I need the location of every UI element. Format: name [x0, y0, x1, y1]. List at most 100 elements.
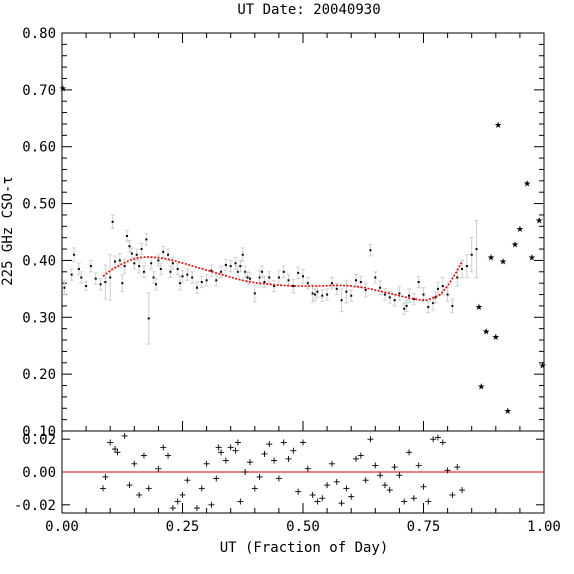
- data-point: [355, 279, 358, 282]
- residual-point: [285, 455, 292, 462]
- residual-point: [131, 460, 138, 467]
- data-point: [229, 265, 232, 268]
- data-point: [186, 273, 189, 276]
- data-point: [350, 294, 353, 297]
- residual-point: [234, 439, 241, 446]
- data-point: [422, 293, 425, 296]
- data-point: [89, 265, 92, 268]
- data-point: [321, 294, 324, 297]
- data-point: [135, 253, 138, 256]
- data-point: [191, 276, 194, 279]
- residual-point: [215, 444, 222, 451]
- chart-title: UT Date: 20040930: [237, 2, 380, 18]
- outlier-point: ★: [475, 303, 483, 313]
- residual-point: [174, 498, 181, 505]
- y-tick-label: 0.20: [22, 367, 56, 383]
- data-point: [246, 276, 249, 279]
- data-point: [383, 293, 386, 296]
- data-point: [239, 265, 242, 268]
- data-point: [123, 265, 126, 268]
- y-tick-label: 0.30: [22, 310, 56, 326]
- residual-point: [434, 434, 441, 441]
- x-axis-label: UT (Fraction of Day): [220, 540, 389, 556]
- data-point: [379, 286, 382, 289]
- data-point: [417, 281, 420, 284]
- residual-point: [454, 464, 461, 471]
- residual-panel: 0.00 0.25 0.50 0.75 1.00 -0.02 0.00 0.02: [14, 430, 561, 535]
- data-point: [405, 304, 408, 307]
- data-point: [70, 273, 73, 276]
- data-point: [63, 286, 66, 289]
- residual-point: [145, 485, 152, 492]
- residual-point: [314, 498, 321, 505]
- residual-point: [343, 485, 350, 492]
- outlier-point: ★: [511, 241, 519, 251]
- data-point: [140, 248, 143, 251]
- data-point: [330, 282, 333, 285]
- data-point: [111, 220, 114, 223]
- data-point: [128, 245, 131, 248]
- data-point: [85, 285, 88, 288]
- residual-point: [367, 436, 374, 443]
- residual-point: [227, 444, 234, 451]
- data-point: [268, 276, 271, 279]
- data-point: [441, 285, 444, 288]
- residual-point: [377, 472, 384, 479]
- residual-point: [266, 441, 273, 448]
- residual-point: [338, 500, 345, 507]
- data-point: [157, 259, 160, 262]
- data-point: [470, 253, 473, 256]
- residual-point: [362, 477, 369, 484]
- residual-point: [324, 482, 331, 489]
- residual-point: [309, 491, 316, 498]
- residual-point: [102, 473, 109, 480]
- data-point: [220, 270, 223, 273]
- data-point: [145, 238, 148, 241]
- residual-point: [256, 473, 263, 480]
- residual-point: [213, 475, 220, 482]
- data-point: [456, 276, 459, 279]
- data-point: [234, 262, 237, 265]
- residual-point: [169, 505, 176, 512]
- data-point: [311, 292, 314, 295]
- residual-point: [304, 465, 311, 472]
- data-point: [244, 270, 247, 273]
- outlier-point: ★: [494, 121, 502, 131]
- residual-point: [160, 444, 167, 451]
- data-point: [461, 267, 464, 270]
- data-point: [427, 306, 430, 309]
- outlier-point: ★: [539, 362, 547, 372]
- data-point: [359, 281, 362, 284]
- residual-point: [107, 439, 114, 446]
- data-point: [162, 250, 165, 253]
- data-point: [126, 234, 129, 237]
- data-point: [316, 290, 319, 293]
- y-tick-label: 0.10: [22, 424, 56, 440]
- data-point: [369, 249, 372, 252]
- y-axis-label: 225 GHz CSO-τ: [0, 176, 16, 286]
- data-point: [195, 286, 198, 289]
- residual-point: [237, 498, 244, 505]
- residual-point: [261, 450, 268, 457]
- data-point: [446, 293, 449, 296]
- x-tick-label: 1.00: [527, 519, 561, 535]
- residual-point: [295, 488, 302, 495]
- residual-point: [381, 482, 388, 489]
- residual-point: [280, 439, 287, 446]
- data-point: [94, 277, 97, 280]
- y-tick-label: 0.80: [22, 26, 56, 42]
- y-tick-label: -0.02: [14, 498, 56, 514]
- data-point: [200, 281, 203, 284]
- data-point: [306, 282, 309, 285]
- data-point: [167, 253, 170, 256]
- data-point: [133, 262, 136, 265]
- data-point: [210, 269, 213, 272]
- residual-point: [112, 446, 119, 453]
- data-point: [292, 285, 295, 288]
- data-point: [335, 287, 338, 290]
- residual-point: [391, 464, 398, 471]
- tau-panel-frame: [61, 32, 545, 432]
- data-point: [73, 253, 76, 256]
- data-point: [99, 283, 102, 286]
- data-point: [152, 276, 155, 279]
